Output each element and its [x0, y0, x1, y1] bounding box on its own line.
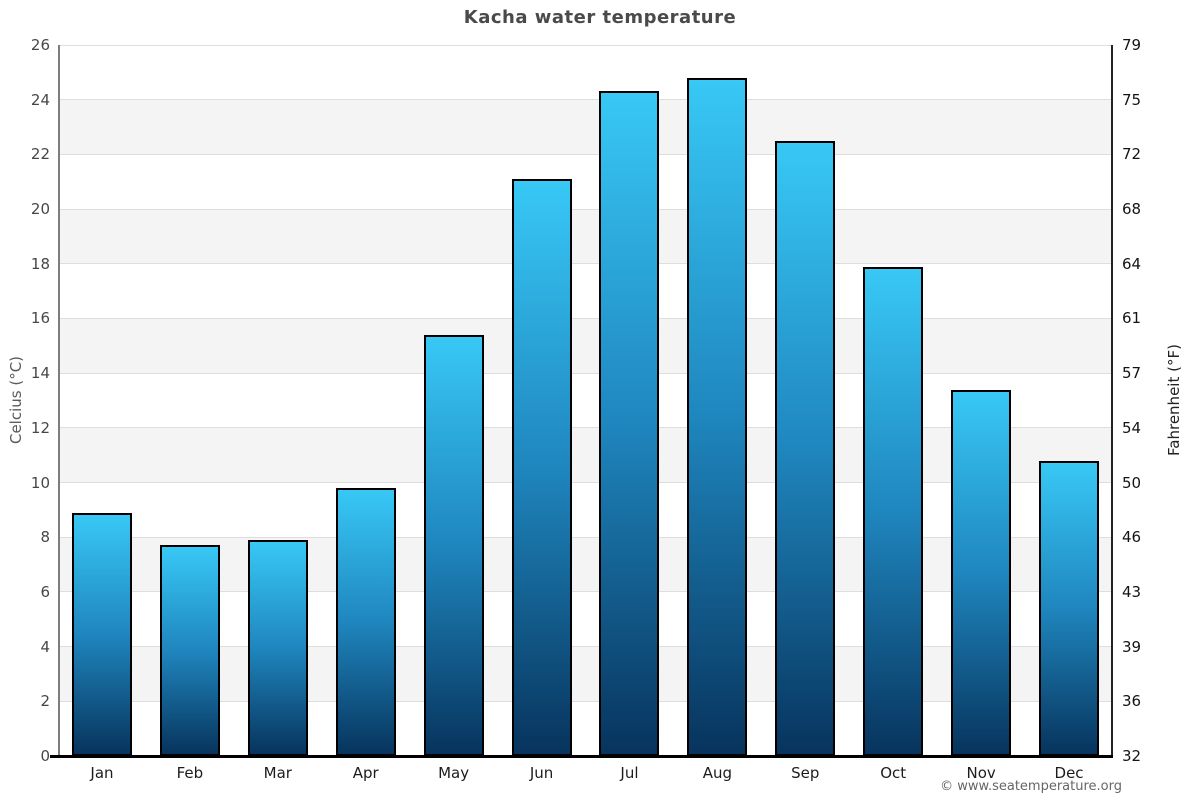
x-tick-nov: Nov	[966, 764, 996, 782]
y-tick-fahrenheit: 50	[1122, 473, 1142, 492]
background-band	[58, 154, 1113, 210]
y-tick-fahrenheit: 43	[1122, 582, 1142, 601]
bar-nov	[951, 389, 1012, 756]
y-tick-fahrenheit: 61	[1122, 309, 1142, 328]
x-axis-line	[50, 755, 1113, 758]
y-tick-fahrenheit: 79	[1122, 36, 1142, 54]
x-tick-dec: Dec	[1054, 764, 1084, 782]
gridline	[58, 317, 1113, 319]
chart-title: Kacha water temperature	[463, 7, 737, 28]
right-axis-line	[1111, 45, 1113, 758]
y-tick-celsius: 8	[40, 528, 50, 547]
left-axis-line	[58, 45, 60, 756]
y-tick-fahrenheit: 68	[1122, 200, 1142, 219]
y-tick-celsius: 24	[30, 90, 50, 109]
background-band	[58, 373, 1113, 428]
y-tick-celsius: 20	[30, 200, 50, 219]
y-tick-celsius: 22	[30, 145, 50, 164]
y-tick-celsius: 18	[30, 254, 50, 273]
gridline	[58, 208, 1113, 210]
bar-jul	[599, 91, 660, 756]
y-tick-celsius: 0	[40, 747, 50, 765]
x-tick-jul: Jul	[620, 764, 639, 782]
background-band	[58, 209, 1113, 264]
y-tick-celsius: 4	[40, 637, 50, 656]
x-tick-aug: Aug	[702, 764, 732, 782]
y-tick-celsius: 12	[30, 418, 50, 437]
background-band	[58, 263, 1113, 319]
bar-apr	[335, 488, 396, 756]
background-band	[58, 537, 1113, 592]
y-tick-celsius: 6	[40, 582, 50, 601]
x-tick-jan: Jan	[90, 764, 114, 782]
x-tick-oct: Oct	[880, 764, 907, 782]
gridline	[58, 482, 1113, 484]
bar-mar	[247, 539, 308, 756]
gridline	[58, 646, 1113, 648]
gridline	[58, 700, 1113, 702]
background-band	[58, 482, 1113, 538]
gridline	[58, 99, 1113, 101]
bar-oct	[863, 266, 924, 756]
gridline	[58, 427, 1113, 429]
gridline	[58, 591, 1113, 593]
gridline	[58, 263, 1113, 265]
background-band	[58, 427, 1113, 483]
y-tick-fahrenheit: 75	[1122, 90, 1142, 109]
y-tick-fahrenheit: 39	[1122, 637, 1142, 656]
bar-dec	[1039, 460, 1100, 756]
copyright-credit: © www.seatemperature.org	[940, 779, 1122, 794]
y-tick-fahrenheit: 36	[1122, 692, 1142, 711]
y-tick-fahrenheit: 54	[1122, 418, 1142, 437]
y-tick-fahrenheit: 57	[1122, 364, 1142, 383]
bar-may	[423, 334, 484, 756]
bar-jun	[511, 178, 572, 756]
gridline	[58, 372, 1113, 374]
y-tick-celsius: 14	[30, 364, 50, 383]
bar-aug	[687, 77, 748, 756]
x-tick-sep: Sep	[791, 764, 820, 782]
y-axis-label-fahrenheit: Fahrenheit (°F)	[1165, 344, 1183, 456]
background-band	[58, 701, 1113, 756]
bar-feb	[159, 545, 220, 756]
y-tick-fahrenheit: 46	[1122, 528, 1142, 547]
bar-sep	[775, 140, 836, 756]
x-tick-feb: Feb	[176, 764, 204, 782]
bar-jan	[71, 512, 132, 756]
gridline	[58, 153, 1113, 155]
gridline	[58, 536, 1113, 538]
background-band	[58, 318, 1113, 374]
y-tick-celsius: 16	[30, 309, 50, 328]
gridline	[58, 44, 1113, 46]
background-band	[58, 591, 1113, 647]
x-tick-jun: Jun	[529, 764, 554, 782]
y-tick-celsius: 10	[30, 473, 50, 492]
y-tick-fahrenheit: 32	[1122, 747, 1142, 765]
background-band	[58, 45, 1113, 100]
background-band	[58, 646, 1113, 702]
y-tick-fahrenheit: 64	[1122, 254, 1142, 273]
x-tick-apr: Apr	[352, 764, 379, 782]
background-band	[58, 99, 1113, 155]
y-tick-fahrenheit: 72	[1122, 145, 1142, 164]
x-tick-mar: Mar	[263, 764, 292, 782]
y-tick-celsius: 26	[30, 36, 50, 54]
x-tick-may: May	[438, 764, 470, 782]
y-tick-celsius: 2	[40, 692, 50, 711]
